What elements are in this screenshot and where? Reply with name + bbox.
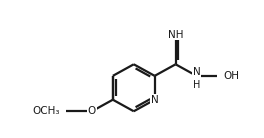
Text: N: N bbox=[151, 95, 159, 105]
Text: NH: NH bbox=[168, 30, 183, 40]
Text: N: N bbox=[193, 67, 200, 77]
Text: OCH₃: OCH₃ bbox=[33, 106, 60, 116]
Text: H: H bbox=[193, 80, 200, 91]
Text: O: O bbox=[88, 106, 96, 116]
Text: OH: OH bbox=[223, 71, 239, 81]
